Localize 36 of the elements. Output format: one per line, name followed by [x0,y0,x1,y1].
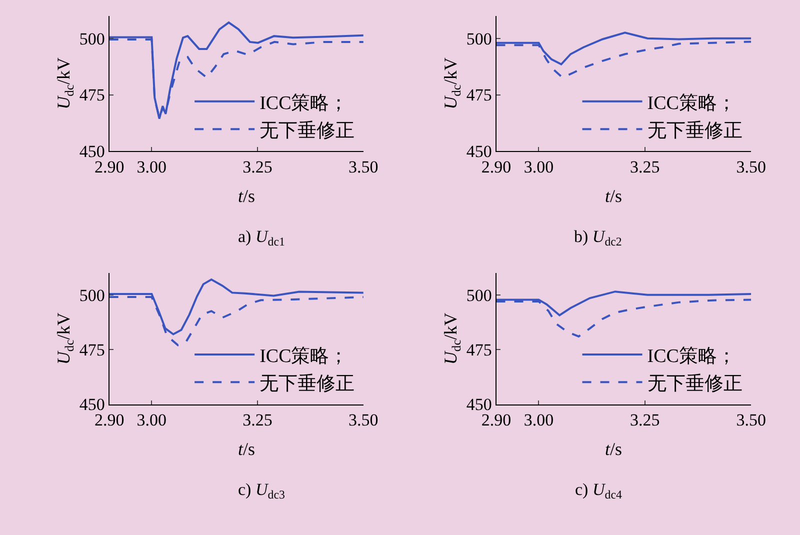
x-tick-label: 3.00 [136,410,167,430]
x-tick-label: 3.25 [630,158,660,177]
x-axis-title: t/s [238,186,256,206]
x-tick-label: 3.00 [524,410,554,430]
y-tick-label: 475 [79,86,105,105]
x-axis-title: t/s [605,186,622,206]
x-tick-label: 3.00 [136,158,167,177]
text: c) U$_{dc3}$ [238,480,285,502]
legend-label: 无下垂修正 [647,374,742,395]
legend-label: ICC策略； [260,92,348,114]
x-tick-label: 3.00 [524,158,554,177]
x-axis-title: t/s [605,439,622,459]
y-tick-label: 500 [79,286,105,305]
text: a) U$_{dc1}$ [238,227,285,249]
y-tick-label: 500 [466,286,492,305]
legend-label: ICC策略； [260,346,348,367]
x-tick-label: 3.50 [736,158,766,177]
x-tick-label: 3.50 [736,410,766,430]
x-tick-label: 3.25 [242,410,272,430]
x-tick-label: 3.25 [242,158,272,177]
legend-label: 无下垂修正 [647,120,742,142]
x-tick-label: 3.50 [348,158,378,177]
y-tick-label: 475 [79,340,105,360]
text: c) U$_{dc4}$ [575,480,622,502]
y-tick-label: 500 [79,29,105,48]
legend-label: 无下垂修正 [260,120,355,142]
legend-label: ICC策略； [647,346,736,367]
legend-label: 无下垂修正 [260,374,355,395]
text: b) U$_{dc2}$ [574,227,622,249]
legend-label: ICC策略； [647,92,736,114]
x-tick-label: 3.50 [348,410,378,430]
y-tick-label: 475 [466,86,492,105]
x-tick-label: 3.25 [630,410,660,430]
x-axis-title: t/s [238,439,256,459]
y-tick-label: 500 [466,29,492,48]
y-tick-label: 475 [466,340,492,360]
